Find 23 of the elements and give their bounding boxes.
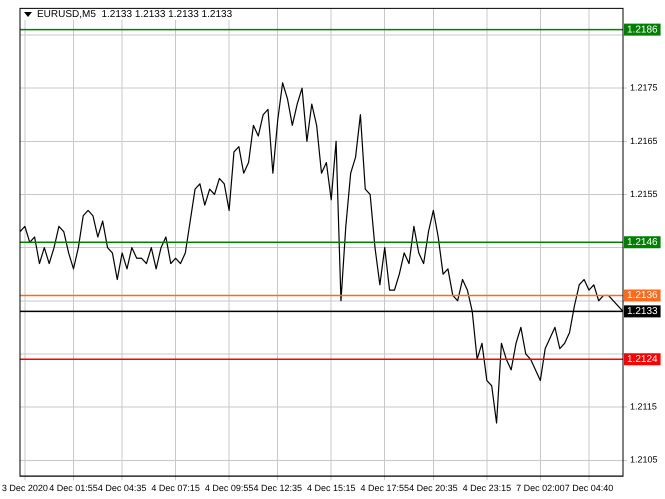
x-tick-label: 4 Dec 20:35 xyxy=(409,483,458,494)
x-tick-label: 4 Dec 09:55 xyxy=(204,483,254,494)
y-tick-label: 1.2155 xyxy=(630,188,658,199)
chart-title: EURUSD,M5 1.2133 1.2133 1.2133 1.2133 xyxy=(37,9,232,20)
x-tick-label: 4 Dec 17:55 xyxy=(360,483,409,494)
ref-line-label: 1.2136 xyxy=(627,290,658,302)
y-tick-label: 1.2105 xyxy=(630,454,658,465)
x-tick-label: 4 Dec 12:35 xyxy=(253,483,302,494)
x-tick-label: 4 Dec 01:55 xyxy=(49,483,98,494)
x-tick-label: 4 Dec 23:15 xyxy=(462,483,512,494)
ref-line-label: 1.2186 xyxy=(627,24,658,36)
y-tick-label: 1.2165 xyxy=(630,136,658,146)
x-tick-label: 7 Dec 02:00 xyxy=(516,483,565,494)
x-tick-label: 4 Dec 15:15 xyxy=(306,483,356,494)
ref-line-label: 1.2124 xyxy=(627,354,658,365)
x-tick-label: 3 Dec 2020 xyxy=(2,483,48,494)
ref-line-label: 1.2146 xyxy=(627,237,658,248)
ref-line-label: 1.2133 xyxy=(627,306,658,318)
x-tick-label: 4 Dec 07:15 xyxy=(151,483,200,494)
y-tick-label: 1.2115 xyxy=(630,402,657,412)
y-tick-label: 1.2175 xyxy=(630,82,658,93)
x-tick-label: 4 Dec 04:35 xyxy=(98,483,146,494)
x-tick-label: 7 Dec 04:40 xyxy=(564,483,614,494)
